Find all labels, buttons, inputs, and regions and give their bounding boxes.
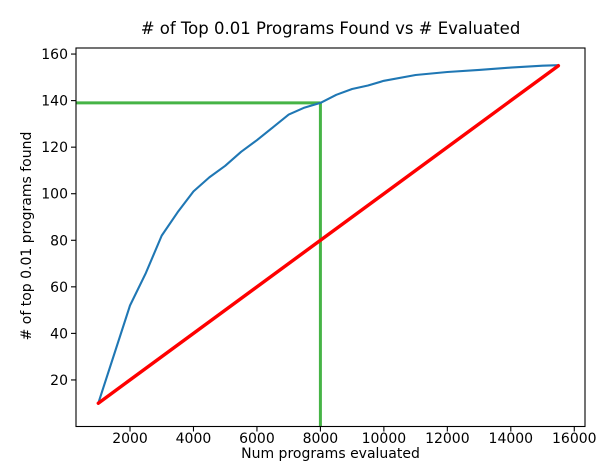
y-tick-label: 40 bbox=[50, 326, 68, 342]
y-tick-label: 60 bbox=[50, 280, 68, 296]
x-tick-label: 12000 bbox=[425, 431, 470, 447]
y-tick-label: 140 bbox=[41, 94, 68, 110]
x-axis-label: Num programs evaluated bbox=[241, 446, 420, 462]
chart-title: # of Top 0.01 Programs Found vs # Evalua… bbox=[140, 19, 521, 38]
x-tick-label: 2000 bbox=[112, 431, 148, 447]
x-tick-label: 6000 bbox=[239, 431, 275, 447]
x-tick-label: 8000 bbox=[303, 431, 339, 447]
baseline-diagonal bbox=[96, 63, 561, 405]
y-tick-label: 160 bbox=[41, 47, 68, 63]
x-tick-label: 10000 bbox=[362, 431, 407, 447]
programs-found-curve bbox=[97, 64, 560, 405]
y-tick-label: 20 bbox=[50, 373, 68, 389]
y-tick-label: 80 bbox=[50, 233, 68, 249]
x-tick-label: 16000 bbox=[552, 431, 597, 447]
y-tick-label: 120 bbox=[41, 140, 68, 156]
y-tick-label: 100 bbox=[41, 187, 68, 203]
x-tick-label: 4000 bbox=[176, 431, 212, 447]
plot-border bbox=[75, 47, 586, 428]
x-tick-label: 14000 bbox=[489, 431, 534, 447]
